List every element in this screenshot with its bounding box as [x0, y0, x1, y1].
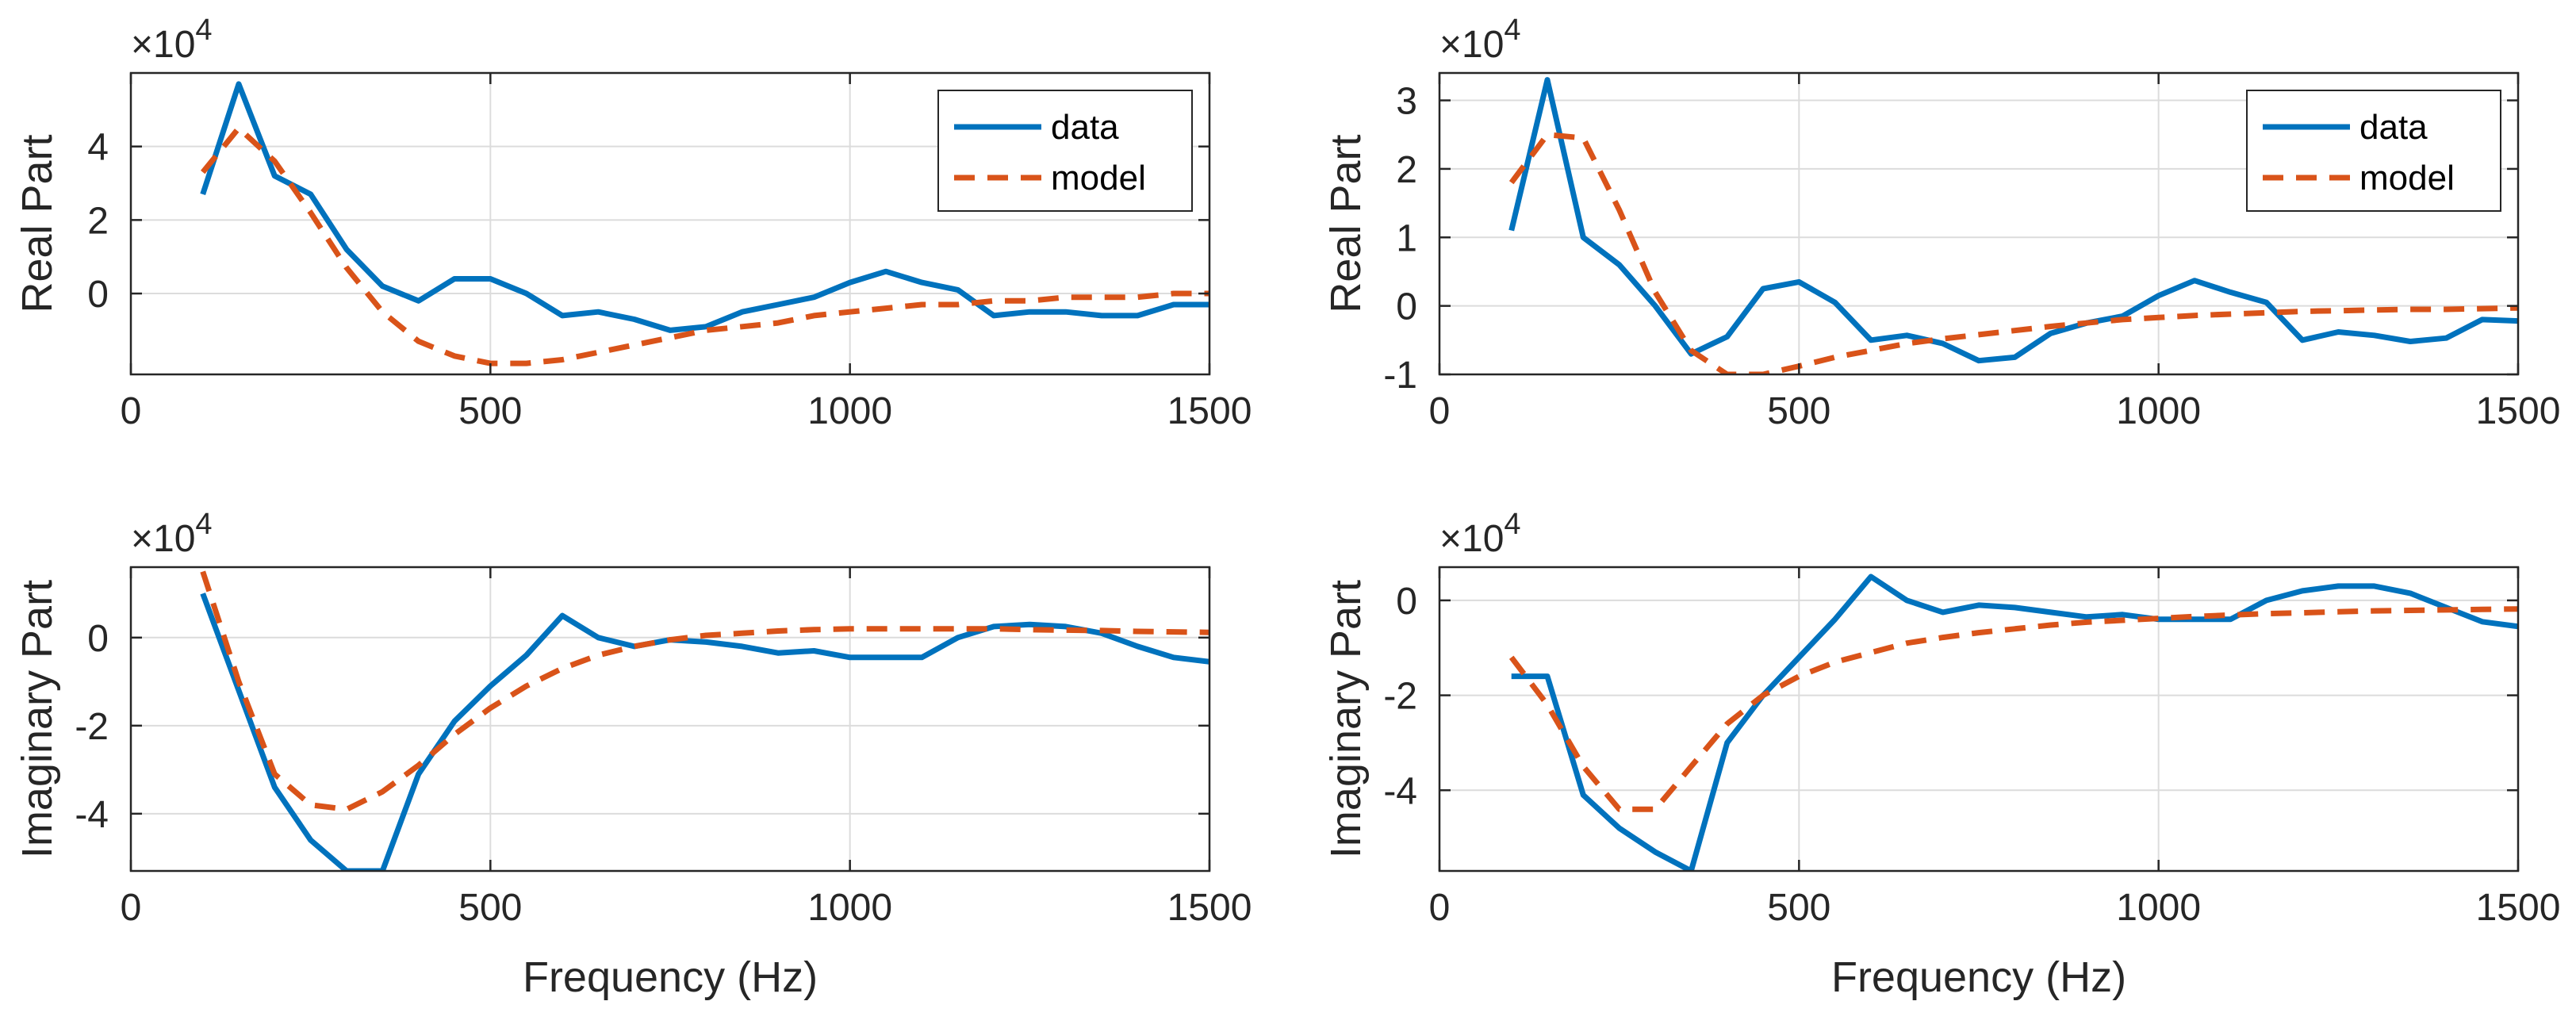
y-tick-label: 1	[1396, 217, 1417, 259]
legend-box	[937, 90, 1193, 212]
legend: data model	[2246, 90, 2501, 212]
legend: data model	[937, 90, 1193, 212]
chart-real-right: 0 500 1000 1500 -1 0 1 2 3 ×104 Real Part data model	[1322, 13, 2560, 432]
x-tick-label: 500	[458, 887, 522, 929]
y-tick-label: 0	[1396, 286, 1417, 328]
x-tick-label: 500	[1767, 390, 1830, 432]
x-tick-label: 1000	[807, 887, 892, 929]
y-tick-label: 3	[1396, 81, 1417, 123]
x-tick-label: 1500	[2476, 390, 2561, 432]
y-tick-label: 0	[1396, 581, 1417, 623]
y-tick-label: 0	[87, 618, 109, 660]
y-axis-title: Imaginary Part	[1322, 580, 1370, 858]
x-tick-label: 500	[1767, 887, 1830, 929]
x-tick-label: 500	[458, 390, 522, 432]
series-line-model	[1508, 132, 2518, 374]
x-tick-label: 0	[1429, 887, 1451, 929]
legend-label-model: model	[2359, 159, 2455, 198]
series-line-data	[1508, 77, 2518, 364]
series-line-data	[200, 81, 1209, 333]
exponent-power: 4	[195, 13, 212, 47]
legend-label-data: data	[2359, 108, 2428, 147]
y-tick-label: -2	[1383, 676, 1417, 718]
x-axis-title: Frequency (Hz)	[523, 953, 818, 1001]
exponent-label: ×104	[131, 13, 213, 66]
exponent-power: 4	[1504, 508, 1520, 541]
exponent-label: ×104	[1439, 13, 1521, 66]
x-axis-title: Frequency (Hz)	[1831, 953, 2126, 1001]
y-tick-label: -4	[75, 794, 109, 836]
x-tick-label: 1500	[1167, 390, 1252, 432]
axes-box	[1438, 566, 2520, 873]
y-tick-label: -1	[1383, 355, 1417, 397]
x-tick-label: 0	[121, 390, 142, 432]
series-line-data	[200, 593, 1209, 871]
x-tick-label: 1000	[807, 390, 892, 432]
chart-imag-left: 0 500 1000 1500 -4 -2 0 ×104 Imaginary Part Frequ…	[13, 508, 1252, 1001]
plot-area	[1439, 567, 2518, 871]
legend-label-model: model	[1051, 159, 1146, 198]
exponent-power: 4	[1504, 13, 1520, 47]
x-tick-label: 1000	[2116, 887, 2201, 929]
y-axis-title: Imaginary Part	[13, 580, 61, 858]
x-tick-label: 0	[1429, 390, 1451, 432]
y-tick-label: 2	[87, 200, 109, 242]
plot-area	[131, 567, 1209, 871]
x-tick-label: 1000	[2116, 390, 2201, 432]
y-tick-label: 2	[1396, 149, 1417, 191]
legend-label-data: data	[1051, 108, 1119, 147]
exponent-label: ×104	[1439, 508, 1521, 560]
series-line-model	[200, 570, 1209, 812]
axes-box	[129, 71, 1211, 376]
x-tick-label: 1500	[1167, 887, 1252, 929]
chart-imag-right: 0 500 1000 1500 -4 -2 0 ×104 Imaginary Part Frequ…	[1322, 508, 2560, 1001]
y-tick-label: 0	[87, 274, 109, 316]
y-tick-label: -4	[1383, 770, 1417, 812]
series-line-data	[1511, 573, 2518, 871]
axes-box	[129, 566, 1211, 873]
y-tick-label: -2	[75, 706, 109, 748]
axes-box	[1438, 71, 2520, 376]
x-tick-label: 0	[121, 887, 142, 929]
exponent-label: ×104	[131, 508, 213, 560]
legend-box	[2246, 90, 2501, 212]
x-tick-label: 1500	[2476, 887, 2561, 929]
y-axis-title: Real Part	[13, 134, 61, 313]
y-axis-title: Real Part	[1322, 134, 1370, 313]
series-line-model	[200, 125, 1209, 366]
y-tick-label: 4	[87, 127, 109, 169]
series-line-model	[1508, 606, 2518, 812]
exponent-power: 4	[195, 508, 212, 541]
